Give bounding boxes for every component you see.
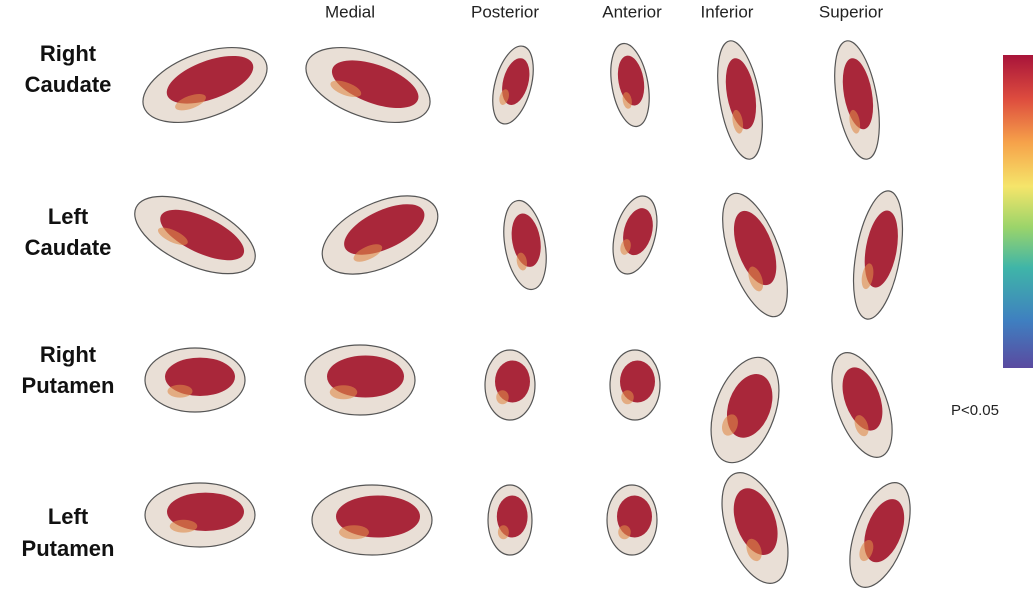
highlight	[496, 390, 509, 405]
structure-render	[834, 40, 880, 160]
highlight	[353, 244, 383, 262]
row-label: Caudate	[25, 235, 112, 260]
significance-area	[502, 58, 530, 106]
significance-area	[166, 55, 254, 104]
significance-area	[725, 58, 757, 130]
structure-render	[304, 344, 416, 416]
structure-render	[831, 352, 893, 458]
structure-render	[484, 349, 536, 421]
highlight	[732, 109, 744, 134]
structure-render	[710, 356, 780, 464]
highlight	[497, 525, 509, 540]
highlight	[854, 415, 869, 437]
structure-render	[487, 484, 533, 556]
structure-render	[610, 42, 650, 128]
highlight	[748, 266, 764, 292]
significance-area	[733, 488, 778, 555]
highlight	[516, 252, 527, 271]
significance-area	[842, 367, 883, 431]
significance-area	[344, 204, 425, 255]
structure-render	[134, 195, 256, 275]
highlight	[849, 109, 861, 134]
structure-render	[717, 40, 763, 160]
highlight	[621, 390, 634, 405]
highlight	[859, 539, 874, 562]
significance-area	[331, 60, 419, 109]
structure-render	[305, 47, 431, 123]
row-label: Left	[48, 504, 89, 529]
structure-render	[849, 482, 911, 588]
structure-render	[722, 192, 788, 318]
column-header: Posterior	[471, 2, 539, 21]
structure-render	[492, 45, 534, 125]
highlight	[622, 92, 632, 109]
significance-area	[160, 209, 245, 261]
structure-render	[144, 347, 246, 413]
structure-render	[612, 195, 658, 275]
highlight	[169, 519, 198, 533]
row-label: Right	[40, 41, 97, 66]
column-header: Inferior	[701, 2, 754, 21]
significance-area	[842, 58, 874, 130]
structure-render	[606, 484, 658, 556]
highlight	[721, 414, 738, 436]
highlight	[746, 538, 762, 562]
structure-render	[311, 484, 433, 556]
row-label: Left	[48, 204, 89, 229]
structure-render	[721, 472, 789, 584]
highlight	[167, 384, 193, 398]
structure-render	[503, 199, 547, 291]
row-label: Caudate	[25, 72, 112, 97]
column-header: Anterior	[602, 2, 662, 21]
column-header: Superior	[819, 2, 884, 21]
highlight	[339, 525, 369, 540]
column-headers: Medial Posterior Anterior Inferior Superior	[325, 2, 884, 21]
brain-renders	[134, 40, 911, 588]
significance-area	[733, 210, 777, 286]
column-header: Medial	[325, 2, 375, 21]
structure-render	[852, 190, 904, 320]
structure-render	[609, 349, 661, 421]
significance-area	[726, 374, 773, 438]
highlight	[620, 239, 631, 255]
row-label: Right	[40, 342, 97, 367]
highlight	[157, 227, 188, 246]
structure-render	[144, 482, 256, 548]
highlight	[499, 89, 509, 105]
highlight	[861, 263, 874, 290]
colorbar	[1003, 55, 1033, 368]
highlight	[618, 525, 631, 540]
row-label: Putamen	[22, 373, 115, 398]
colorbar-label: P<0.05	[951, 402, 999, 419]
highlight	[175, 94, 206, 111]
highlight	[330, 80, 362, 98]
row-labels: Right Caudate Left Caudate Right Putamen Left P…	[22, 41, 115, 561]
structure-render	[321, 195, 439, 275]
highlight	[329, 385, 358, 400]
significance-area	[864, 499, 905, 563]
row-label: Putamen	[22, 536, 115, 561]
structure-render	[142, 47, 268, 123]
